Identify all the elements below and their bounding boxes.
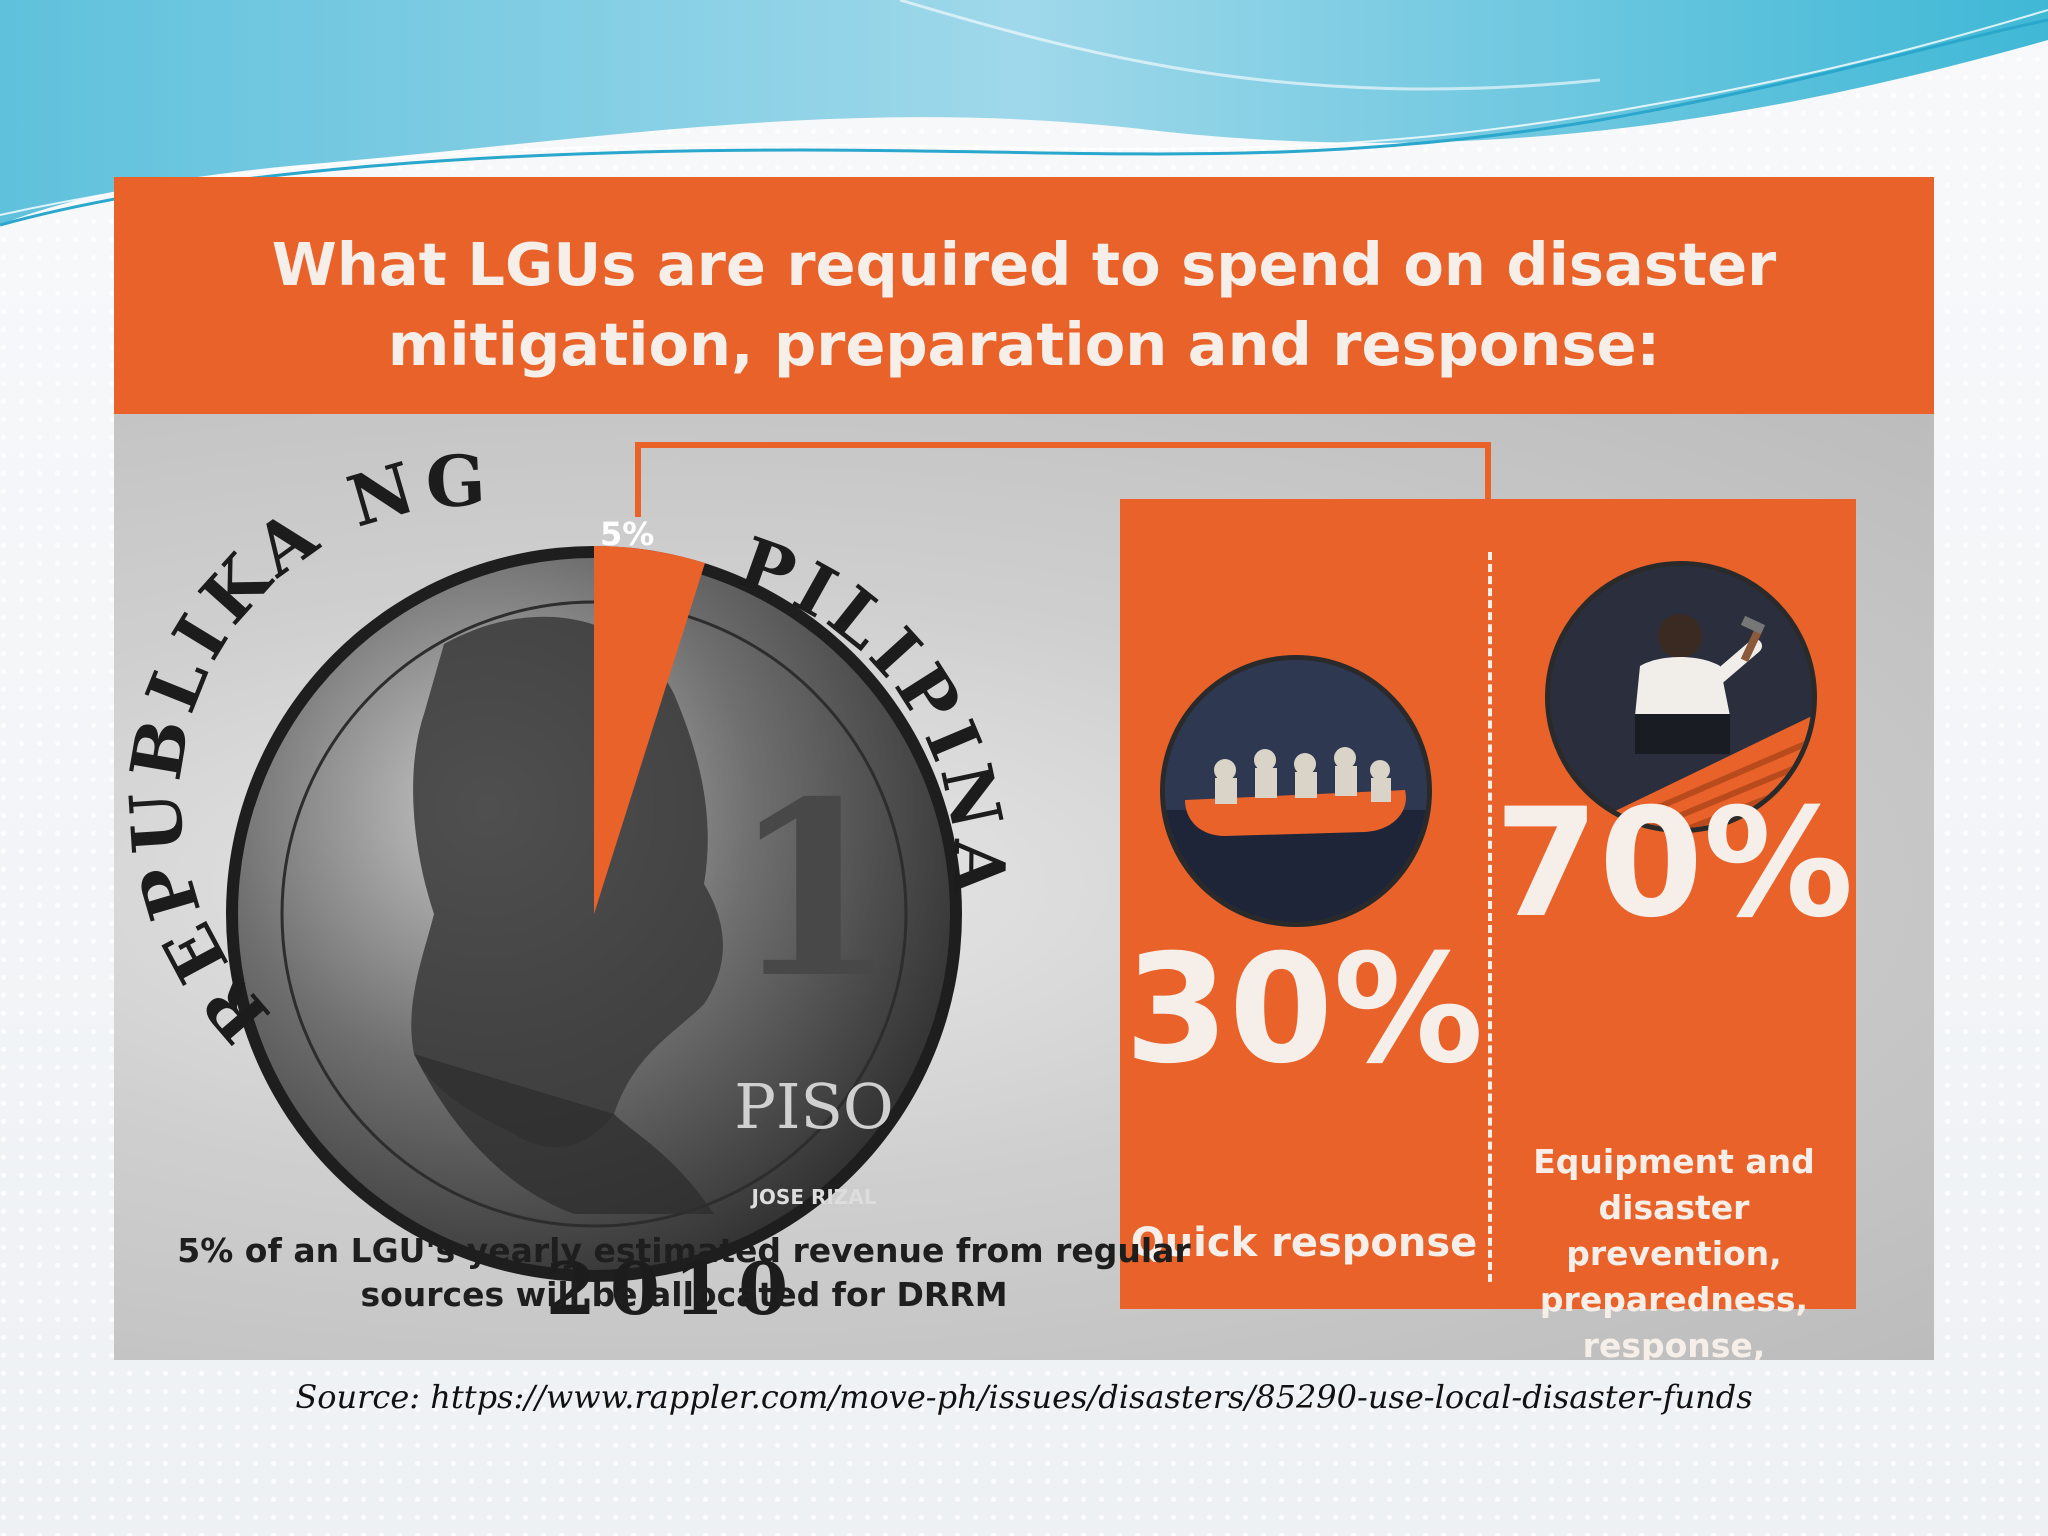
quick-response-percent: 30% [1124,923,1484,1097]
roof-repair-icon [1545,561,1817,833]
title-band: What LGUs are required to spend on disas… [114,177,1934,414]
coin-denomination: 1 [731,749,898,1031]
coin-year: 2010 [546,1246,802,1331]
equipment-percent: 70% [1494,777,1854,951]
coin-portrait-name: JOSE RIZAL [749,1185,876,1209]
infographic-title: What LGUs are required to spend on disas… [271,230,1777,379]
infographic: What LGUs are required to spend on disas… [114,177,1934,1360]
five-percent-label: 5% [600,515,655,553]
drrm-caption: 5% of an LGU's yearly estimated revenue … [177,1231,1191,1314]
equipment-label: Equipment and disaster prevention, prepa… [1533,1142,1815,1360]
five-percent-wedge [594,545,705,914]
source-citation: Source: https://www.rappler.com/move-ph/… [295,1378,1753,1416]
quick-response-label: Quick response [1130,1220,1478,1266]
connector-line [635,442,1491,517]
coin-unit: PISO [734,1070,894,1143]
panel-divider [1488,552,1492,1282]
one-peso-coin-illustration: REPUBLIKA NG PILIPINAS 1 PISO JOSE RIZAL… [114,414,1015,1331]
rescue-boat-icon [1160,655,1432,927]
decorative-wave-header [0,0,2048,227]
